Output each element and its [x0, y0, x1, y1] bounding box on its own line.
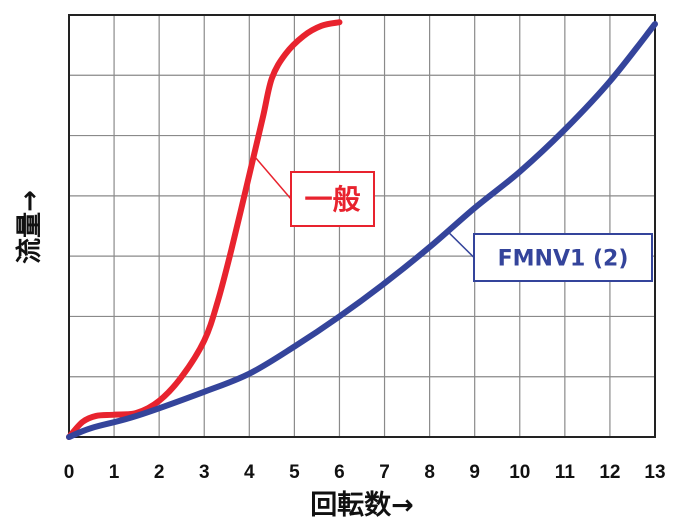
x-tick-label: 11 [555, 462, 576, 483]
x-tick-label: 3 [199, 462, 210, 483]
grid [69, 15, 655, 437]
leader-line [253, 155, 292, 200]
label-box [290, 171, 375, 227]
series-label-fmnv1: FMNV1 (2) [498, 246, 629, 271]
series-line-fmnv1 [66, 21, 658, 440]
x-tick-label: 7 [379, 462, 390, 483]
leader-line [447, 230, 475, 259]
x-tick-label: 10 [509, 462, 530, 483]
x-tick-label: 8 [424, 462, 435, 483]
label-leaders [253, 155, 475, 259]
x-tick-label: 6 [334, 462, 345, 483]
series-line-general [66, 19, 343, 440]
x-tick-label: 2 [154, 462, 165, 483]
y-axis-label: 流量→ [15, 190, 45, 264]
x-tick-label: 1 [109, 462, 120, 483]
x-tick-label: 5 [289, 462, 300, 483]
series-label-general: 一般 [304, 183, 360, 216]
x-axis-label: 回転数→ [310, 490, 414, 521]
x-tick-label: 12 [599, 462, 620, 483]
x-tick-labels: 0 1 2 3 4 5 6 7 8 9 10 11 12 13 [64, 462, 666, 483]
series-lines [66, 19, 658, 440]
x-tick-label: 13 [644, 462, 665, 483]
x-tick-label: 0 [64, 462, 75, 483]
plot-frame [68, 14, 656, 438]
series-labels: 一般 FMNV1 (2) [290, 171, 653, 282]
x-tick-label: 4 [244, 462, 255, 483]
label-box [473, 233, 653, 282]
x-tick-label: 9 [469, 462, 480, 483]
